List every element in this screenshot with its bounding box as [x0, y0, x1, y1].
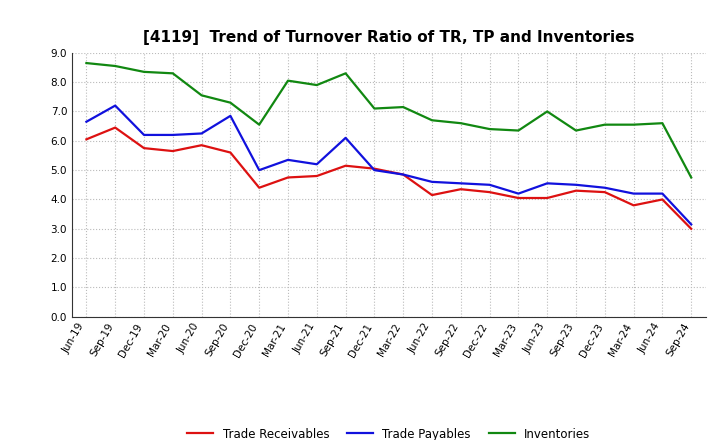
Trade Payables	[370, 168, 379, 173]
Trade Payables	[312, 161, 321, 167]
Inventories	[111, 63, 120, 69]
Trade Receivables	[485, 190, 494, 195]
Trade Payables	[140, 132, 148, 138]
Legend: Trade Receivables, Trade Payables, Inventories: Trade Receivables, Trade Payables, Inven…	[183, 423, 595, 440]
Trade Payables	[658, 191, 667, 196]
Trade Payables	[168, 132, 177, 138]
Inventories	[514, 128, 523, 133]
Inventories	[140, 69, 148, 74]
Trade Payables	[341, 135, 350, 140]
Trade Receivables	[312, 173, 321, 179]
Trade Receivables	[341, 163, 350, 169]
Inventories	[600, 122, 609, 127]
Trade Receivables	[600, 190, 609, 195]
Line: Inventories: Inventories	[86, 63, 691, 177]
Trade Receivables	[629, 203, 638, 208]
Trade Receivables	[226, 150, 235, 155]
Inventories	[284, 78, 292, 83]
Trade Payables	[82, 119, 91, 125]
Trade Payables	[284, 157, 292, 162]
Trade Payables	[572, 182, 580, 187]
Line: Trade Receivables: Trade Receivables	[86, 128, 691, 229]
Trade Payables	[399, 172, 408, 177]
Trade Receivables	[370, 166, 379, 171]
Trade Payables	[428, 179, 436, 184]
Inventories	[82, 60, 91, 66]
Trade Receivables	[428, 192, 436, 198]
Trade Receivables	[111, 125, 120, 130]
Trade Payables	[226, 113, 235, 118]
Trade Receivables	[687, 226, 696, 231]
Trade Payables	[543, 181, 552, 186]
Trade Payables	[456, 181, 465, 186]
Inventories	[255, 122, 264, 127]
Inventories	[572, 128, 580, 133]
Trade Receivables	[456, 187, 465, 192]
Trade Payables	[600, 185, 609, 191]
Trade Payables	[514, 191, 523, 196]
Line: Trade Payables: Trade Payables	[86, 106, 691, 224]
Inventories	[485, 126, 494, 132]
Inventories	[341, 71, 350, 76]
Inventories	[543, 109, 552, 114]
Inventories	[629, 122, 638, 127]
Inventories	[399, 104, 408, 110]
Inventories	[687, 175, 696, 180]
Inventories	[658, 121, 667, 126]
Trade Receivables	[572, 188, 580, 193]
Trade Receivables	[284, 175, 292, 180]
Inventories	[370, 106, 379, 111]
Trade Payables	[485, 182, 494, 187]
Trade Receivables	[255, 185, 264, 191]
Trade Payables	[687, 222, 696, 227]
Trade Receivables	[82, 137, 91, 142]
Trade Receivables	[168, 148, 177, 154]
Inventories	[168, 71, 177, 76]
Trade Receivables	[543, 195, 552, 201]
Title: [4119]  Trend of Turnover Ratio of TR, TP and Inventories: [4119] Trend of Turnover Ratio of TR, TP…	[143, 29, 634, 45]
Trade Receivables	[197, 143, 206, 148]
Trade Receivables	[399, 172, 408, 177]
Inventories	[226, 100, 235, 105]
Trade Payables	[111, 103, 120, 108]
Trade Payables	[197, 131, 206, 136]
Inventories	[197, 93, 206, 98]
Trade Payables	[255, 168, 264, 173]
Inventories	[312, 82, 321, 88]
Inventories	[456, 121, 465, 126]
Trade Receivables	[658, 197, 667, 202]
Trade Payables	[629, 191, 638, 196]
Trade Receivables	[514, 195, 523, 201]
Inventories	[428, 117, 436, 123]
Trade Receivables	[140, 146, 148, 151]
